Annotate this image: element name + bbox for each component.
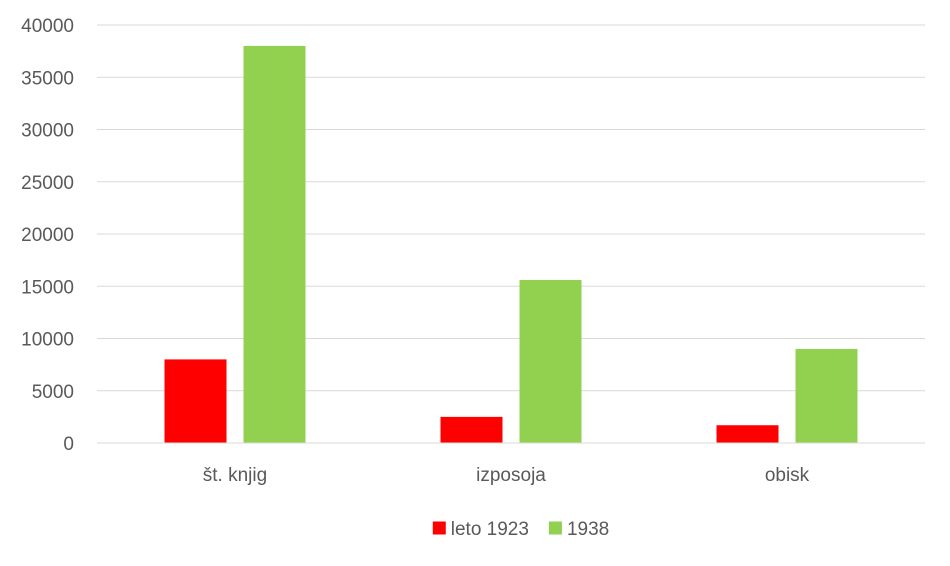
y-tick-label: 15000 <box>21 277 74 298</box>
y-tick-label: 5000 <box>32 382 74 403</box>
legend-item: leto 1923 <box>432 519 529 540</box>
category-label: obisk <box>765 465 810 486</box>
y-tick-label: 40000 <box>21 16 74 37</box>
y-tick-label: 25000 <box>21 173 74 194</box>
bar-series-1-cat-3 <box>716 425 779 443</box>
y-tick-label: 0 <box>63 434 74 455</box>
y-tick-label: 20000 <box>21 225 74 246</box>
bar-series-1-cat-2 <box>440 416 503 443</box>
legend-label: leto 1923 <box>451 519 529 540</box>
y-axis-tick-labels: 0 5000 10000 15000 20000 25000 30000 35000 40000 <box>21 16 74 455</box>
category-label: št. knjig <box>203 465 267 486</box>
y-tick-label: 10000 <box>21 330 74 351</box>
bar-series-2-cat-3 <box>795 348 858 443</box>
legend-label: 1938 <box>567 519 609 540</box>
bar-series-2-cat-2 <box>519 279 582 443</box>
legend-swatch <box>432 521 446 535</box>
bar-series-2-cat-1 <box>243 45 306 444</box>
gridlines <box>97 24 925 392</box>
bar-series-1-cat-1 <box>164 359 227 443</box>
x-axis-category-labels: št. knjig izposoja obisk <box>203 465 810 486</box>
category-label: izposoja <box>476 465 546 486</box>
y-tick-label: 30000 <box>21 121 74 142</box>
legend-item: 1938 <box>548 519 609 540</box>
y-tick-label: 35000 <box>21 68 74 89</box>
bars <box>164 45 858 444</box>
legend: leto 1923 1938 <box>432 519 609 540</box>
legend-swatch <box>548 521 562 535</box>
